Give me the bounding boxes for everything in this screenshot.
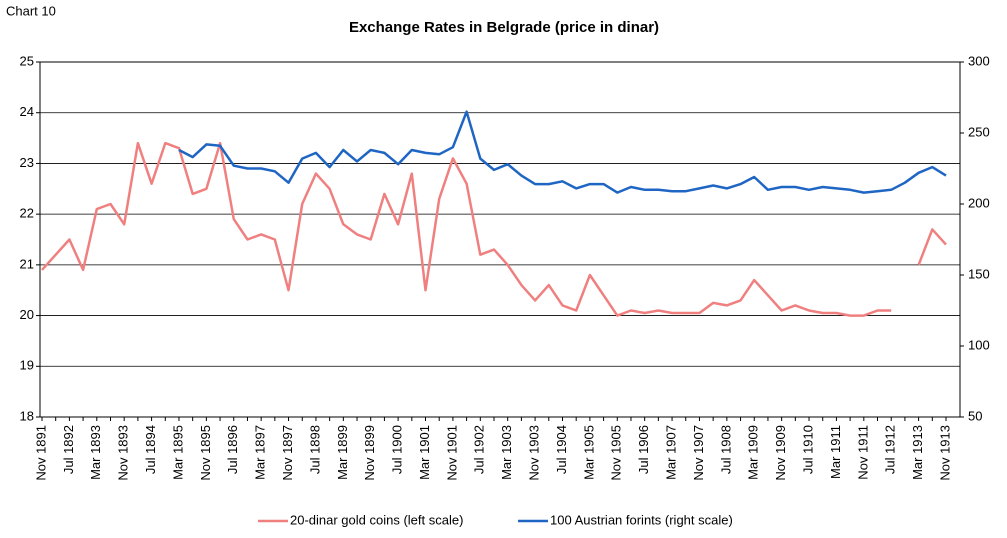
x-tick-label: Jul 1896	[225, 425, 240, 474]
x-tick-label: Jul 1908	[718, 425, 733, 474]
x-tick-label: Jul 1894	[143, 425, 158, 474]
x-tick-label: Jul 1910	[800, 425, 815, 474]
x-tick-label: Mar 1901	[417, 425, 432, 480]
series-line	[178, 110, 947, 194]
y2-tick-label: 100	[968, 337, 990, 352]
x-tick-label: Nov 1913	[937, 425, 952, 481]
x-tick-label: Jul 1904	[554, 425, 569, 474]
y2-tick-label: 250	[968, 124, 990, 139]
x-tick-label: Mar 1895	[170, 425, 185, 480]
x-tick-label: Mar 1913	[910, 425, 925, 480]
legend-label: 20-dinar gold coins (left scale)	[290, 512, 463, 527]
y-tick-label: 24	[20, 104, 34, 119]
y2-tick-label: 150	[968, 266, 990, 281]
x-tick-label: Mar 1903	[499, 425, 514, 480]
chart-title: Exchange Rates in Belgrade (price in din…	[349, 19, 659, 36]
x-tick-label: Nov 1901	[444, 425, 459, 481]
legend-label: 100 Austrian forints (right scale)	[550, 512, 733, 527]
x-tick-label: Mar 1907	[663, 425, 678, 480]
y-tick-label: 23	[20, 155, 34, 170]
x-tick-label: Mar 1911	[828, 425, 843, 479]
y-tick-label: 21	[20, 256, 34, 271]
x-tick-label: Mar 1899	[335, 425, 350, 480]
x-tick-label: Nov 1893	[116, 425, 131, 481]
x-tick-label: Jul 1900	[390, 425, 405, 474]
plot-frame	[39, 61, 961, 418]
x-tick-label: Jul 1898	[307, 425, 322, 474]
x-tick-label: Nov 1907	[691, 425, 706, 481]
chart-label: Chart 10	[6, 3, 56, 18]
x-tick-label: Nov 1895	[198, 425, 213, 481]
x-tick-label: Jul 1906	[636, 425, 651, 474]
x-tick-label: Mar 1905	[581, 425, 596, 480]
x-tick-label: Nov 1911	[855, 425, 870, 480]
x-tick-label: Nov 1909	[773, 425, 788, 481]
y2-tick-label: 300	[968, 53, 990, 68]
x-tick-label: Mar 1893	[88, 425, 103, 480]
y-tick-label: 25	[20, 53, 34, 68]
x-tick-label: Jul 1902	[472, 425, 487, 474]
x-tick-label: Mar 1909	[746, 425, 761, 480]
x-tick-label: Nov 1903	[527, 425, 542, 481]
x-tick-label: Nov 1899	[362, 425, 377, 481]
x-tick-label: Mar 1897	[253, 425, 268, 480]
series-line	[41, 141, 947, 317]
y-tick-label: 20	[20, 307, 34, 322]
x-tick-label: Nov 1905	[609, 425, 624, 481]
x-tick-label: Jul 1912	[883, 425, 898, 474]
x-tick-label: Jul 1892	[61, 425, 76, 474]
y-tick-label: 22	[20, 206, 34, 221]
x-tick-label: Nov 1897	[280, 425, 295, 481]
y2-tick-label: 200	[968, 195, 990, 210]
x-tick-label: Nov 1891	[33, 425, 48, 481]
y-tick-label: 18	[20, 408, 34, 423]
y2-tick-label: 50	[968, 408, 982, 423]
y-tick-label: 19	[20, 358, 34, 373]
